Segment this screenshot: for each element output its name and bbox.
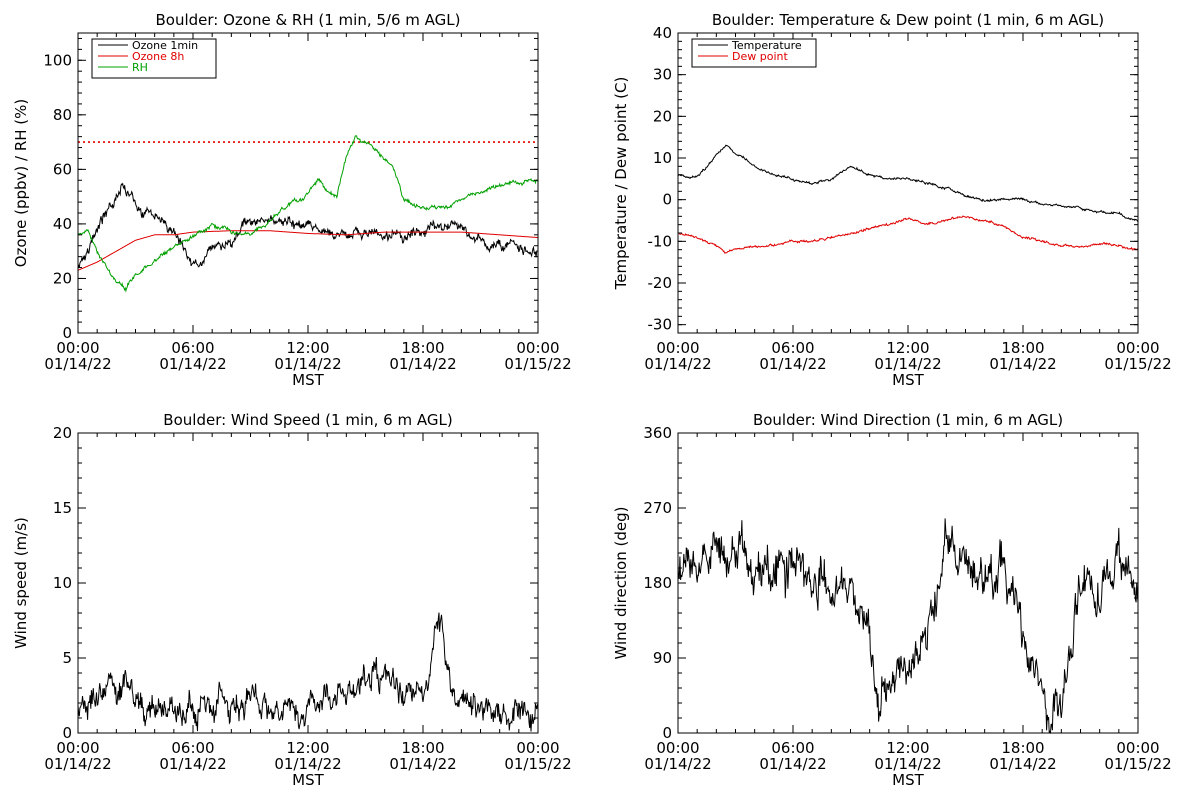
x-tick-date: 01/14/22 <box>874 755 941 773</box>
series-line <box>77 612 539 732</box>
x-tick-date: 01/15/22 <box>504 755 571 773</box>
x-tick-date: 01/14/22 <box>989 755 1056 773</box>
x-tick-label: 06:00 <box>771 339 814 357</box>
y-axis-label: Ozone (ppbv) / RH (%) <box>12 99 30 268</box>
x-tick-label: 12:00 <box>286 339 329 357</box>
x-tick-label: 00:00 <box>656 339 699 357</box>
series-line <box>677 518 1139 735</box>
x-tick-date: 01/14/22 <box>274 755 341 773</box>
y-tick-label: 20 <box>53 269 72 287</box>
x-tick-label: 18:00 <box>401 339 444 357</box>
x-tick-label: 06:00 <box>171 339 214 357</box>
y-tick-label: 0 <box>662 724 672 742</box>
y-tick-label: 0 <box>62 724 72 742</box>
chart-title: Boulder: Temperature & Dew point (1 min,… <box>712 11 1104 29</box>
y-tick-label: 80 <box>53 106 72 124</box>
x-tick-date: 01/14/22 <box>644 355 711 373</box>
y-tick-label: 360 <box>643 424 672 442</box>
x-tick-label: 00:00 <box>656 739 699 757</box>
x-tick-date: 01/14/22 <box>159 755 226 773</box>
x-axis-label: MST <box>892 771 924 789</box>
x-tick-label: 00:00 <box>516 339 559 357</box>
y-tick-label: 10 <box>53 574 72 592</box>
x-axis-label: MST <box>292 371 324 389</box>
series-line-rh <box>78 135 539 293</box>
x-tick-date: 01/14/22 <box>644 755 711 773</box>
x-tick-label: 18:00 <box>1001 739 1044 757</box>
x-tick-date: 01/14/22 <box>274 355 341 373</box>
y-tick-label: 40 <box>53 215 72 233</box>
y-tick-label: 0 <box>662 191 672 209</box>
y-tick-label: 40 <box>653 24 672 42</box>
legend <box>691 38 817 68</box>
panel-1: Boulder: Ozone & RH (1 min, 5/6 m AGL) 0 2… <box>12 11 572 389</box>
x-tick-label: 00:00 <box>56 739 99 757</box>
y-tick-label: 60 <box>53 160 72 178</box>
y-tick-label: 270 <box>643 499 672 517</box>
series-line-temperature <box>677 144 1139 222</box>
x-tick-label: 18:00 <box>401 739 444 757</box>
x-tick-date: 01/15/22 <box>1104 755 1171 773</box>
y-tick-label: 100 <box>43 51 72 69</box>
x-tick-date: 01/14/22 <box>389 755 456 773</box>
x-tick-label: 00:00 <box>56 339 99 357</box>
plot-frame <box>77 432 539 734</box>
x-tick-date: 01/14/22 <box>159 355 226 373</box>
x-tick-date: 01/15/22 <box>504 355 571 373</box>
x-tick-label: 06:00 <box>771 739 814 757</box>
x-axis-label: MST <box>892 371 924 389</box>
y-tick-label: 180 <box>643 574 672 592</box>
legend-entry: RH <box>132 61 148 74</box>
y-tick-label: 5 <box>62 649 72 667</box>
y-axis-label: Temperature / Dew point (C) <box>612 77 630 291</box>
x-tick-date: 01/14/22 <box>759 355 826 373</box>
y-tick-label: 20 <box>653 107 672 125</box>
x-tick-label: 00:00 <box>1116 739 1159 757</box>
x-tick-date: 01/14/22 <box>389 355 456 373</box>
legend-entry: Ozone 1min <box>132 39 198 52</box>
y-axis-label: Wind direction (deg) <box>612 507 630 660</box>
panel-3: Boulder: Wind Speed (1 min, 6 m AGL) 0 5 10… <box>12 411 572 789</box>
x-tick-date: 01/14/22 <box>44 755 111 773</box>
x-tick-label: 18:00 <box>1001 339 1044 357</box>
x-tick-label: 00:00 <box>516 739 559 757</box>
chart-title: Boulder: Wind Speed (1 min, 6 m AGL) <box>163 411 452 429</box>
y-tick-label: 0 <box>62 324 72 342</box>
series-line-ozone-1min <box>77 182 539 268</box>
y-tick-label: 10 <box>653 149 672 167</box>
plot-frame <box>677 32 1139 334</box>
chart-title: Boulder: Wind Direction (1 min, 6 m AGL) <box>753 411 1063 429</box>
x-tick-label: 06:00 <box>171 739 214 757</box>
legend-entry: Dew point <box>732 50 788 63</box>
y-axis-label: Wind speed (m/s) <box>12 517 30 649</box>
x-axis-label: MST <box>292 771 324 789</box>
legend-entry: Temperature <box>731 39 802 52</box>
y-tick-label: 15 <box>53 499 72 517</box>
legend-entry: Ozone 8h <box>132 50 184 63</box>
chart-title: Boulder: Ozone & RH (1 min, 5/6 m AGL) <box>155 11 460 29</box>
x-tick-date: 01/15/22 <box>1104 355 1171 373</box>
panel-4: Boulder: Wind Direction (1 min, 6 m AGL)… <box>612 411 1172 789</box>
y-tick-label: -30 <box>648 316 673 334</box>
x-tick-label: 12:00 <box>886 739 929 757</box>
x-tick-date: 01/14/22 <box>874 355 941 373</box>
plot-frame <box>677 432 1139 734</box>
y-tick-label: 90 <box>653 649 672 667</box>
y-tick-label: -10 <box>648 232 673 250</box>
x-tick-label: 00:00 <box>1116 339 1159 357</box>
x-tick-date: 01/14/22 <box>759 755 826 773</box>
x-tick-date: 01/14/22 <box>989 355 1056 373</box>
x-tick-date: 01/14/22 <box>44 355 111 373</box>
series-line-ozone-8h <box>77 230 538 271</box>
series-line-dew-point <box>677 215 1139 254</box>
x-tick-label: 12:00 <box>886 339 929 357</box>
panel-2: Boulder: Temperature & Dew point (1 min,… <box>612 11 1172 389</box>
y-tick-label: 30 <box>653 66 672 84</box>
x-tick-label: 12:00 <box>286 739 329 757</box>
y-tick-label: -20 <box>648 274 673 292</box>
y-tick-label: 20 <box>53 424 72 442</box>
